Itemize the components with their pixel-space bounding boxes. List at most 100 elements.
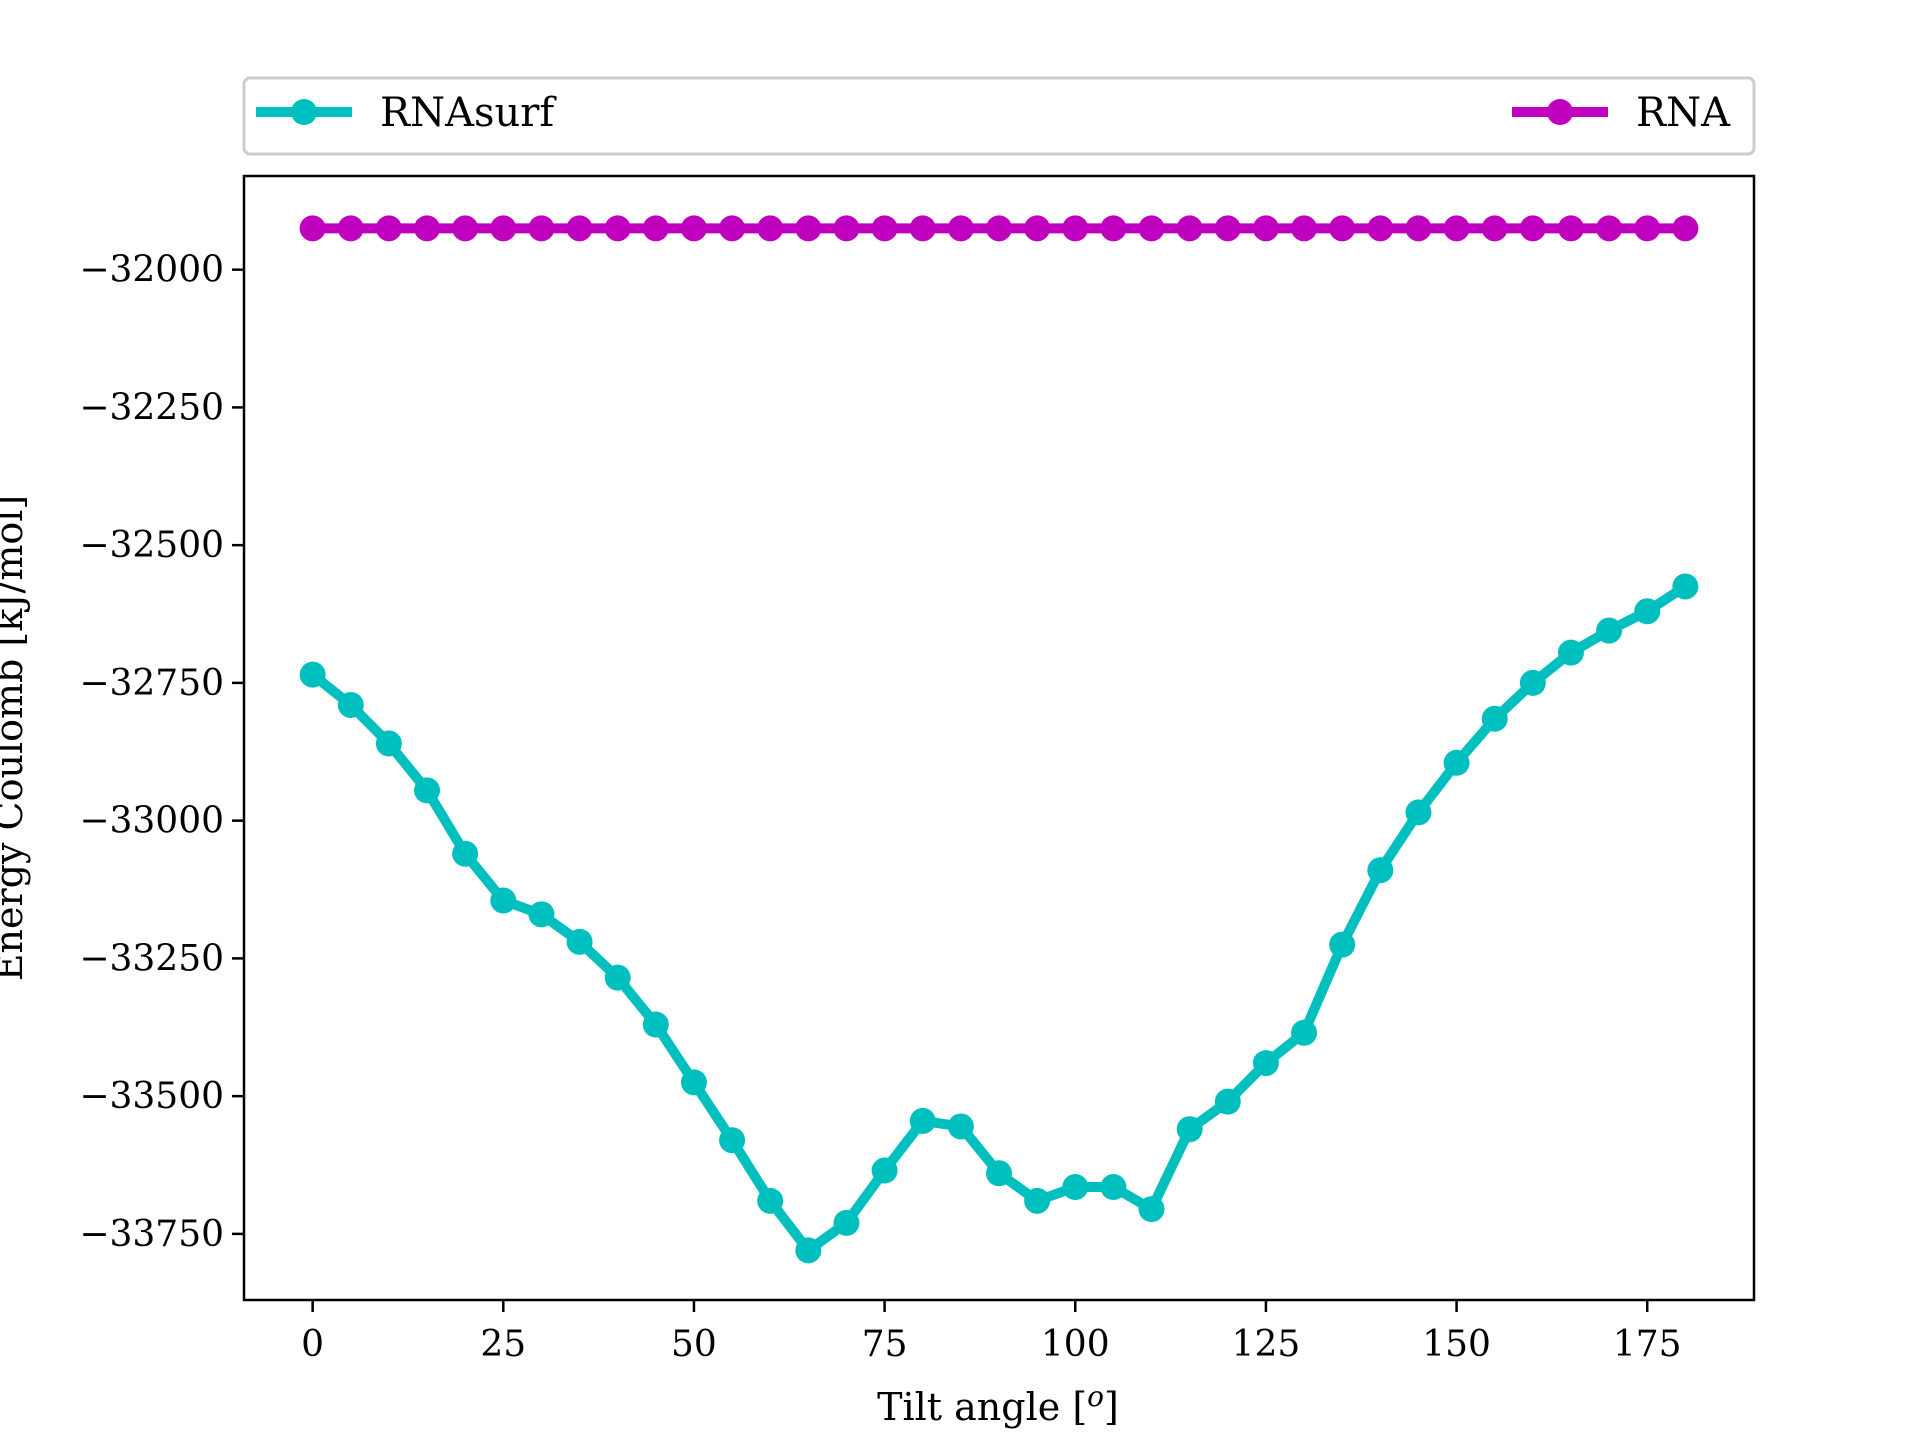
- data-point-rna[interactable]: [909, 215, 936, 242]
- data-point-rna[interactable]: [680, 215, 707, 242]
- data-point-rnasurf[interactable]: [1672, 573, 1699, 600]
- data-point-rnasurf[interactable]: [680, 1069, 707, 1096]
- data-point-rnasurf[interactable]: [642, 1011, 669, 1038]
- y-tick-label: −33250: [79, 938, 224, 979]
- data-point-rna[interactable]: [1405, 215, 1432, 242]
- data-point-rna[interactable]: [452, 215, 479, 242]
- data-point-rnasurf[interactable]: [986, 1160, 1012, 1187]
- y-tick-label: −33000: [79, 801, 224, 842]
- data-point-rna[interactable]: [795, 215, 822, 242]
- legend-marker-rnasurf: [291, 99, 317, 125]
- data-point-rnasurf[interactable]: [414, 777, 441, 804]
- data-point-rna[interactable]: [1557, 215, 1584, 242]
- data-point-rnasurf[interactable]: [490, 887, 517, 914]
- data-point-rnasurf[interactable]: [566, 928, 593, 955]
- data-point-rna[interactable]: [566, 215, 593, 242]
- data-point-rnasurf[interactable]: [1367, 857, 1394, 884]
- data-point-rnasurf[interactable]: [1596, 617, 1623, 644]
- data-point-rnasurf[interactable]: [795, 1237, 822, 1264]
- x-tick-label: 50: [671, 1324, 717, 1365]
- legend-entry-rna[interactable]: RNA: [1512, 90, 1731, 136]
- series-rna: [299, 215, 1699, 242]
- data-point-rnasurf[interactable]: [1252, 1050, 1279, 1077]
- x-tick-label: 175: [1613, 1324, 1682, 1365]
- data-point-rnasurf[interactable]: [871, 1157, 898, 1184]
- data-point-rnasurf[interactable]: [1557, 639, 1584, 666]
- data-point-rna[interactable]: [947, 215, 974, 242]
- legend-label-rnasurf: RNAsurf: [380, 90, 557, 136]
- data-point-rnasurf[interactable]: [452, 840, 479, 867]
- data-point-rna[interactable]: [757, 215, 784, 242]
- legend-box: [242, 76, 1756, 156]
- data-point-rna[interactable]: [1024, 215, 1051, 242]
- x-tick-label: 100: [1041, 1324, 1110, 1365]
- data-point-rnasurf[interactable]: [1405, 799, 1432, 826]
- data-point-rna[interactable]: [490, 215, 517, 242]
- data-point-rna[interactable]: [528, 215, 555, 242]
- x-axis: 0 25 50 75 100 125 150 175: [301, 1300, 1682, 1365]
- legend-label-rna: RNA: [1636, 90, 1731, 136]
- data-point-rna[interactable]: [1252, 215, 1279, 242]
- data-point-rnasurf[interactable]: [1214, 1088, 1241, 1115]
- data-point-rnasurf[interactable]: [1024, 1187, 1051, 1214]
- data-point-rna[interactable]: [414, 215, 441, 242]
- data-point-rnasurf[interactable]: [604, 964, 631, 991]
- data-point-rna[interactable]: [375, 215, 402, 242]
- x-axis-label-main: Tilt angle [: [877, 1385, 1087, 1429]
- data-point-rna[interactable]: [642, 215, 669, 242]
- data-point-rna[interactable]: [1214, 215, 1241, 242]
- x-tick-label: 0: [301, 1324, 324, 1365]
- data-point-rnasurf[interactable]: [528, 901, 555, 928]
- data-point-rna[interactable]: [1062, 215, 1089, 242]
- data-point-rna[interactable]: [1596, 215, 1623, 242]
- data-point-rnasurf[interactable]: [1443, 749, 1470, 776]
- data-point-rna[interactable]: [871, 215, 898, 242]
- data-point-rnasurf[interactable]: [1481, 705, 1508, 732]
- data-point-rna[interactable]: [1291, 215, 1318, 242]
- data-point-rnasurf[interactable]: [757, 1187, 784, 1214]
- series-rnasurf: [299, 573, 1699, 1264]
- data-point-rna[interactable]: [1481, 215, 1508, 242]
- data-point-rna[interactable]: [1176, 215, 1203, 242]
- data-point-rnasurf[interactable]: [299, 661, 326, 688]
- data-point-rna[interactable]: [719, 215, 746, 242]
- data-point-rna[interactable]: [1329, 215, 1356, 242]
- data-point-rna[interactable]: [1519, 215, 1546, 242]
- data-point-rnasurf[interactable]: [1519, 669, 1546, 696]
- y-tick-label: −32750: [79, 663, 224, 704]
- data-point-rna[interactable]: [299, 215, 326, 242]
- data-point-rna[interactable]: [604, 215, 631, 242]
- data-point-rnasurf[interactable]: [1329, 931, 1356, 958]
- data-point-rnasurf[interactable]: [947, 1113, 974, 1140]
- data-point-rnasurf[interactable]: [909, 1107, 936, 1134]
- y-axis-label: Energy Coulomb [kJ/mol]: [0, 495, 31, 981]
- data-point-rnasurf[interactable]: [337, 691, 364, 718]
- data-point-rnasurf[interactable]: [1062, 1174, 1089, 1201]
- data-point-rna[interactable]: [1138, 215, 1165, 242]
- legend-marker-rna: [1547, 99, 1573, 125]
- data-point-rnasurf[interactable]: [1100, 1174, 1127, 1201]
- data-point-rnasurf[interactable]: [1291, 1019, 1318, 1046]
- y-tick-label: −33500: [79, 1076, 224, 1117]
- data-point-rnasurf[interactable]: [833, 1209, 860, 1236]
- x-tick-label: 125: [1232, 1324, 1301, 1365]
- data-point-rna[interactable]: [1443, 215, 1470, 242]
- data-point-rna[interactable]: [1100, 215, 1127, 242]
- data-point-rna[interactable]: [1367, 215, 1394, 242]
- data-point-rnasurf[interactable]: [1176, 1116, 1203, 1143]
- y-tick-label: −32500: [79, 525, 224, 566]
- x-tick-label: 150: [1422, 1324, 1491, 1365]
- data-point-rnasurf[interactable]: [375, 730, 402, 757]
- data-point-rna[interactable]: [337, 215, 364, 242]
- y-axis: −32000 −32250 −32500 −32750 −33000 −33250 −335…: [79, 250, 244, 1255]
- data-point-rna[interactable]: [1634, 215, 1661, 242]
- legend-entry-rnasurf[interactable]: RNAsurf: [256, 90, 557, 136]
- data-point-rnasurf[interactable]: [1138, 1196, 1165, 1223]
- data-point-rna[interactable]: [986, 215, 1012, 242]
- y-tick-label: −32250: [79, 387, 224, 428]
- plot-area: [242, 174, 1756, 1302]
- data-point-rna[interactable]: [1672, 215, 1699, 242]
- data-point-rnasurf[interactable]: [1634, 598, 1661, 625]
- data-point-rnasurf[interactable]: [719, 1127, 746, 1154]
- data-point-rna[interactable]: [833, 215, 860, 242]
